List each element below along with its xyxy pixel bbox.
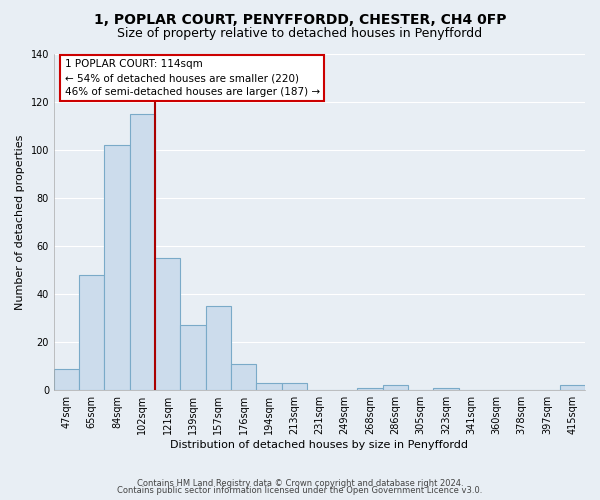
Bar — [104, 146, 130, 390]
Bar — [256, 383, 281, 390]
X-axis label: Distribution of detached houses by size in Penyffordd: Distribution of detached houses by size … — [170, 440, 469, 450]
Text: Size of property relative to detached houses in Penyffordd: Size of property relative to detached ho… — [118, 28, 482, 40]
Bar — [383, 386, 408, 390]
Text: 1, POPLAR COURT, PENYFFORDD, CHESTER, CH4 0FP: 1, POPLAR COURT, PENYFFORDD, CHESTER, CH… — [94, 12, 506, 26]
Bar — [181, 326, 206, 390]
Bar — [560, 386, 585, 390]
Bar — [130, 114, 155, 390]
Bar — [54, 368, 79, 390]
Bar — [155, 258, 181, 390]
Bar — [433, 388, 458, 390]
Bar — [206, 306, 231, 390]
Bar — [358, 388, 383, 390]
Y-axis label: Number of detached properties: Number of detached properties — [15, 134, 25, 310]
Text: Contains HM Land Registry data © Crown copyright and database right 2024.: Contains HM Land Registry data © Crown c… — [137, 478, 463, 488]
Bar — [79, 275, 104, 390]
Bar — [281, 383, 307, 390]
Bar — [231, 364, 256, 390]
Text: 1 POPLAR COURT: 114sqm
← 54% of detached houses are smaller (220)
46% of semi-de: 1 POPLAR COURT: 114sqm ← 54% of detached… — [65, 59, 320, 97]
Text: Contains public sector information licensed under the Open Government Licence v3: Contains public sector information licen… — [118, 486, 482, 495]
